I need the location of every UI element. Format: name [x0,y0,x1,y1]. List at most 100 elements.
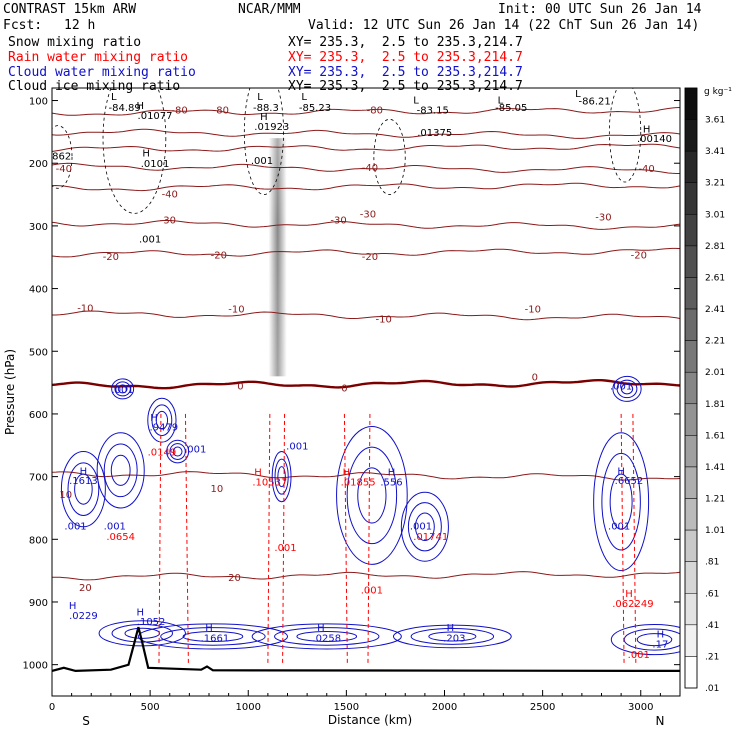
cloud-water-contour [74,473,93,505]
colorbar-segment [684,498,698,531]
contour-label: H [343,468,351,479]
contour-label: H [643,125,651,136]
colorbar-tick-label: 2.21 [705,337,725,347]
contour-label: .01855 [341,478,376,489]
contour-label: .0654 [106,532,135,543]
colorbar: 3.61 3.41 3.21 3.01 2.81 2.61 2.41 2.21 2.01 1.81… [684,87,725,694]
contour-label: .001 [286,441,308,452]
cloud-water-contour [392,624,512,649]
cloud-ice-contour [373,118,406,195]
cloud-water-contour [172,446,183,457]
y-tick-label: 400 [29,285,48,296]
plot-area: -80 -80 -80 -40 -40 -40 -40 -30 -30 -30 -30 -20 -20 -… [52,88,680,673]
cloud-water-contour [147,397,177,443]
colorbar-tick-label: .01 [705,684,719,694]
cloud-ice-contour [52,125,73,189]
cloud-water-contour [271,451,292,503]
isotherm-label: -10 [77,303,93,314]
y-tick-label: 600 [29,410,48,421]
cloud-water-contour [124,627,161,639]
legend-cloudwater-name: Cloud water mixing ratio [8,65,196,80]
cloud-ice-contour [102,88,167,214]
contour-label: L [301,92,307,103]
cloud-water-contour [601,452,641,551]
contour-label: .01375 [417,128,452,139]
cloud-water-contour [274,458,289,495]
isotherm--20 [52,247,680,258]
isotherm-label: -20 [362,252,378,263]
cloud-water-contour [346,446,398,545]
contour-label: L [111,92,117,103]
colorbar-tick-label: 1.41 [705,463,725,473]
x-tick-label: 3000 [628,702,653,713]
colorbar-tick-label: 2.41 [705,305,725,315]
contour-label: H [388,468,396,479]
contour-label: .556 [380,478,402,489]
contour-label: .001 [184,444,206,455]
isotherm-label: -10 [525,305,541,316]
isotherm--80 [52,107,680,116]
cloud-water-contour [117,384,128,394]
colorbar-segment [684,119,698,152]
cloud-water-contour [593,432,650,572]
x-tick-label: 0 [49,702,55,713]
isotherm-label: 0 [532,372,538,383]
isotherm-label: -40 [56,164,72,175]
colorbar-tick-label: 3.41 [705,147,725,157]
y-tick-label: 200 [29,159,48,170]
colorbar-segment [684,182,698,215]
contour-label: .001 [608,522,630,533]
model-title: CONTRAST 15km ARW [3,2,137,17]
isotherm-label: 20 [79,583,92,594]
x-tick-label: 500 [141,702,160,713]
contour-label: .01077 [138,111,173,122]
isotherm--70 [52,128,680,139]
cloud-water-contour [609,473,633,530]
cloud-water-contour [155,410,169,430]
isotherm-label: -20 [211,251,227,262]
contour-label: H [80,466,88,477]
cloud-water-contour [414,512,435,542]
colorbar-segment [684,561,698,594]
colorbar-segment [684,435,698,468]
isotherm--60 [52,143,680,152]
contour-label: .0258 [312,634,341,645]
isotherm-label: 20 [228,573,241,584]
contour-label: .1613 [69,476,98,487]
cloud-water-contour [410,628,495,645]
isotherm-label: -80 [367,105,383,116]
isotherm-label: 0 [237,382,243,393]
colorbar-segment [684,214,698,247]
y-tick-label: 300 [29,222,48,233]
isotherm-label: -30 [160,216,176,227]
plot-frame [51,87,681,697]
x-tick-label: 2000 [432,702,457,713]
contour-label: H [657,629,665,640]
colorbar-segment [684,656,698,689]
cloud-water-contour [620,383,634,395]
contour-label: .001 [361,585,383,596]
contour-label: .203 [443,634,465,645]
isotherm-label: -80 [171,105,187,116]
colorbar-tick-label: 1.81 [705,400,725,410]
contour-label: H [137,607,145,618]
cloud-ice-contour [608,88,642,183]
contour-label: .00140 [637,134,672,145]
cloud-water-contour [274,627,380,646]
y-tick-label: 700 [29,473,48,484]
init-time: Init: 00 UTC Sun 26 Jan 14 [498,2,702,17]
isotherm-0 [52,379,680,390]
contour-label: .001 [139,234,161,245]
isotherm-20 [52,571,680,581]
contour-label: -83.15 [417,105,449,116]
colorbar-segment [684,593,698,626]
contour-label: .0149 [148,448,177,459]
colorbar-tick-label: 2.81 [705,242,725,252]
colorbar-segment [684,529,698,562]
contour-label: H [317,623,325,634]
rain-contour [620,413,625,665]
colorbar-tick-label: .21 [705,652,719,662]
cloud-water-contour [616,379,638,399]
colorbar-segment [684,150,698,183]
legend-cloudwater-xy: XY= 235.3, 2.5 to 235.3,214.7 [288,65,523,80]
